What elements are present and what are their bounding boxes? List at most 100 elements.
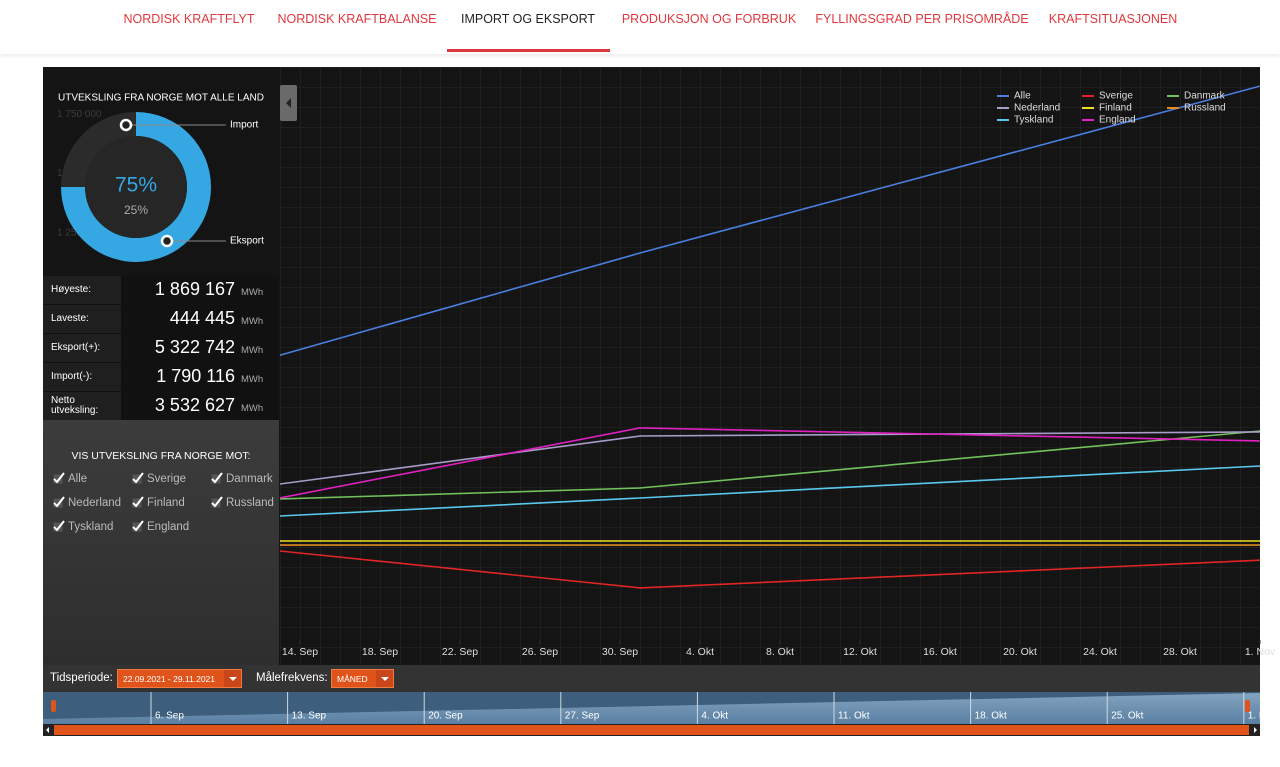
series-line <box>280 430 1260 500</box>
stat-unit: MWh <box>241 374 264 385</box>
stat-value-cell: 5 322 742 MWh <box>122 334 279 362</box>
checkmark <box>132 472 144 484</box>
checkbox-box <box>132 474 142 484</box>
legend-label: Russland <box>1184 103 1226 114</box>
callout-label: Import <box>230 120 259 131</box>
stat-value-cell: 3 532 627 MWh <box>122 392 279 420</box>
controls-bar: Tidsperiode: 22.09.2021 - 29.11.2021 Mål… <box>43 665 1260 692</box>
navigator-label: 18. Okt <box>975 711 1007 722</box>
donut-title: UTVEKSLING FRA NORGE MOT ALLE LAND <box>58 93 264 104</box>
legend-label: Nederland <box>1014 103 1060 114</box>
x-tick-label: 28. Okt <box>1163 646 1197 658</box>
checkmark <box>211 472 223 484</box>
donut-hole <box>85 136 187 238</box>
stat-unit: MWh <box>241 403 264 414</box>
filter-checkbox[interactable]: Alle <box>53 472 87 485</box>
x-tick-label: 30. Sep <box>602 646 638 658</box>
checkbox-box <box>211 474 221 484</box>
nav-item[interactable]: NORDISK KRAFTBALANSE <box>277 12 437 26</box>
stat-row: Høyeste: 1 869 167 MWh <box>43 276 279 304</box>
x-tick-label: 8. Okt <box>766 646 794 658</box>
filter-checkbox[interactable]: Russland <box>211 496 274 509</box>
nav-item[interactable]: KRAFTSITUASJONEN <box>1048 12 1178 26</box>
navigator-label: 20. Sep <box>428 711 463 722</box>
legend-label: Finland <box>1099 103 1132 114</box>
stat-row: Eksport(+): 5 322 742 MWh <box>43 334 279 362</box>
checkbox-icon <box>53 520 65 532</box>
series-line <box>280 85 1260 357</box>
checkbox-box <box>53 474 63 484</box>
filter-label: Danmark <box>226 473 273 485</box>
stats-table: Høyeste: 1 869 167 MWh Laveste: 444 445 MWh Ek… <box>43 276 279 420</box>
donut-segment <box>61 112 211 262</box>
checkbox-icon <box>211 496 223 508</box>
legend-label: England <box>1099 115 1136 126</box>
x-tick-label: 1. Nov <box>1245 646 1276 658</box>
stat-label: Høyeste: <box>43 276 121 304</box>
side-panel: UTVEKSLING FRA NORGE MOT ALLE LAND 75% 25… <box>43 67 279 665</box>
range-handle-right[interactable] <box>1245 700 1250 712</box>
checkmark <box>53 496 65 508</box>
legend-label: Danmark <box>1184 91 1226 102</box>
navigator-label: 4. Okt <box>701 711 728 722</box>
checkbox-box <box>53 522 63 532</box>
stat-row: Netto utveksling: 3 532 627 MWh <box>43 392 279 420</box>
stat-label: Eksport(+): <box>43 334 121 362</box>
legend-label: Alle <box>1014 91 1031 102</box>
navigator-area <box>43 693 1260 724</box>
x-tick-label: 24. Okt <box>1083 646 1117 658</box>
period-value: 22.09.2021 - 29.11.2021 <box>123 674 216 684</box>
x-tick-label: 4. Okt <box>686 646 714 658</box>
nav-item[interactable]: FYLLINGSGRAD PER PRISOMRÅDE <box>815 12 1029 26</box>
period-dropdown[interactable]: 22.09.2021 - 29.11.2021 <box>117 669 242 688</box>
series-line <box>280 465 1260 517</box>
scrollbar-thumb[interactable] <box>54 725 1249 735</box>
navigator-label: 6. Sep <box>155 711 184 722</box>
filter-box: VIS UTVEKSLING FRA NORGE MOT: Alle Sverig… <box>43 420 279 665</box>
stat-unit: MWh <box>241 345 264 356</box>
nav-item[interactable]: IMPORT OG EKSPORT <box>460 12 596 26</box>
filter-label: Nederland <box>68 497 122 509</box>
filter-checkbox[interactable]: Danmark <box>211 472 273 485</box>
stat-value-cell: 1 869 167 MWh <box>122 276 279 304</box>
series-line <box>280 427 1260 499</box>
checkbox-icon <box>53 496 65 508</box>
legend-label: Sverige <box>1099 91 1133 102</box>
stat-value: 444 445 <box>169 308 235 328</box>
checkbox-box <box>132 498 142 508</box>
range-handle-left[interactable] <box>51 700 56 712</box>
collapse-button[interactable] <box>280 85 297 121</box>
checkmark <box>53 472 65 484</box>
filter-checkbox[interactable]: Tyskland <box>53 520 113 533</box>
nav-item[interactable]: PRODUKSJON OG FORBRUK <box>621 12 797 26</box>
stat-label: Netto utveksling: <box>43 392 121 420</box>
y-tick-label: 1 750 000 <box>57 109 102 120</box>
filter-title: VIS UTVEKSLING FRA NORGE MOT: <box>71 450 251 462</box>
filter-checkbox[interactable]: Nederland <box>53 496 121 509</box>
nav-item[interactable]: NORDISK KRAFTFLYT <box>123 12 255 26</box>
checkbox-icon <box>53 472 65 484</box>
x-tick-label: 14. Sep <box>282 646 318 658</box>
x-tick-label: 18. Sep <box>362 646 398 658</box>
filter-label: Alle <box>68 473 88 485</box>
checkbox-box <box>132 522 142 532</box>
x-tick-label: 26. Sep <box>522 646 558 658</box>
filter-checkbox[interactable]: England <box>132 520 189 533</box>
donut-value-label: 25% <box>124 203 148 217</box>
stat-row: Import(-): 1 790 116 MWh <box>43 363 279 391</box>
filter-label: England <box>147 521 190 533</box>
checkbox-icon <box>132 520 144 532</box>
callout-label: Eksport <box>230 236 264 247</box>
top-navigation: NORDISK KRAFTFLYT NORDISK KRAFTBALANSE IMP… <box>0 0 1280 54</box>
legend-label: Tyskland <box>1014 115 1053 126</box>
x-tick-label: 16. Okt <box>923 646 957 658</box>
checkbox-icon <box>211 472 223 484</box>
filter-checkbox[interactable]: Finland <box>132 496 185 509</box>
navigator-label: 13. Sep <box>292 711 327 722</box>
filter-checkbox[interactable]: Sverige <box>132 472 186 485</box>
navigator-label: 25. Okt <box>1111 711 1143 722</box>
navigator-label: 27. Sep <box>565 711 600 722</box>
frequency-dropdown[interactable]: MÅNED <box>331 669 394 688</box>
donut-chart: UTVEKSLING FRA NORGE MOT ALLE LAND 75% 25… <box>58 93 264 262</box>
